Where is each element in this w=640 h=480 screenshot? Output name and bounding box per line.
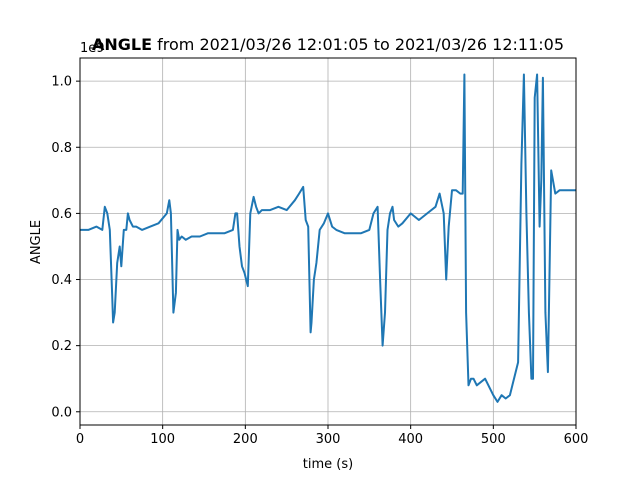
x-tick-label: 200 xyxy=(233,432,258,447)
y-tick-label: 0.8 xyxy=(51,141,72,156)
y-axis: 0.0 0.2 0.4 0.6 0.8 1.0 xyxy=(51,75,80,420)
y-tick-label: 0.0 xyxy=(51,405,72,420)
x-tick-label: 0 xyxy=(76,432,84,447)
chart-title: ANGLE from 2021/03/26 12:01:05 to 2021/0… xyxy=(92,35,564,54)
x-tick-label: 300 xyxy=(316,432,341,447)
y-offset-label: 1e9 xyxy=(80,41,105,56)
y-tick-label: 0.2 xyxy=(51,339,72,354)
x-tick-label: 500 xyxy=(481,432,506,447)
x-axis: 0 100 200 300 400 500 600 xyxy=(76,425,589,447)
x-axis-label: time (s) xyxy=(303,457,353,472)
x-tick-label: 400 xyxy=(398,432,423,447)
x-tick-label: 100 xyxy=(150,432,175,447)
y-tick-label: 0.6 xyxy=(51,207,72,222)
y-tick-label: 1.0 xyxy=(51,75,72,90)
y-tick-label: 0.4 xyxy=(51,273,72,288)
x-tick-label: 600 xyxy=(564,432,589,447)
y-axis-label: ANGLE xyxy=(29,220,44,264)
series-line xyxy=(80,73,576,403)
data-series xyxy=(80,73,576,403)
chart-title-bold: ANGLE xyxy=(92,35,152,54)
chart-title-rest: from 2021/03/26 12:01:05 to 2021/03/26 1… xyxy=(152,35,564,54)
